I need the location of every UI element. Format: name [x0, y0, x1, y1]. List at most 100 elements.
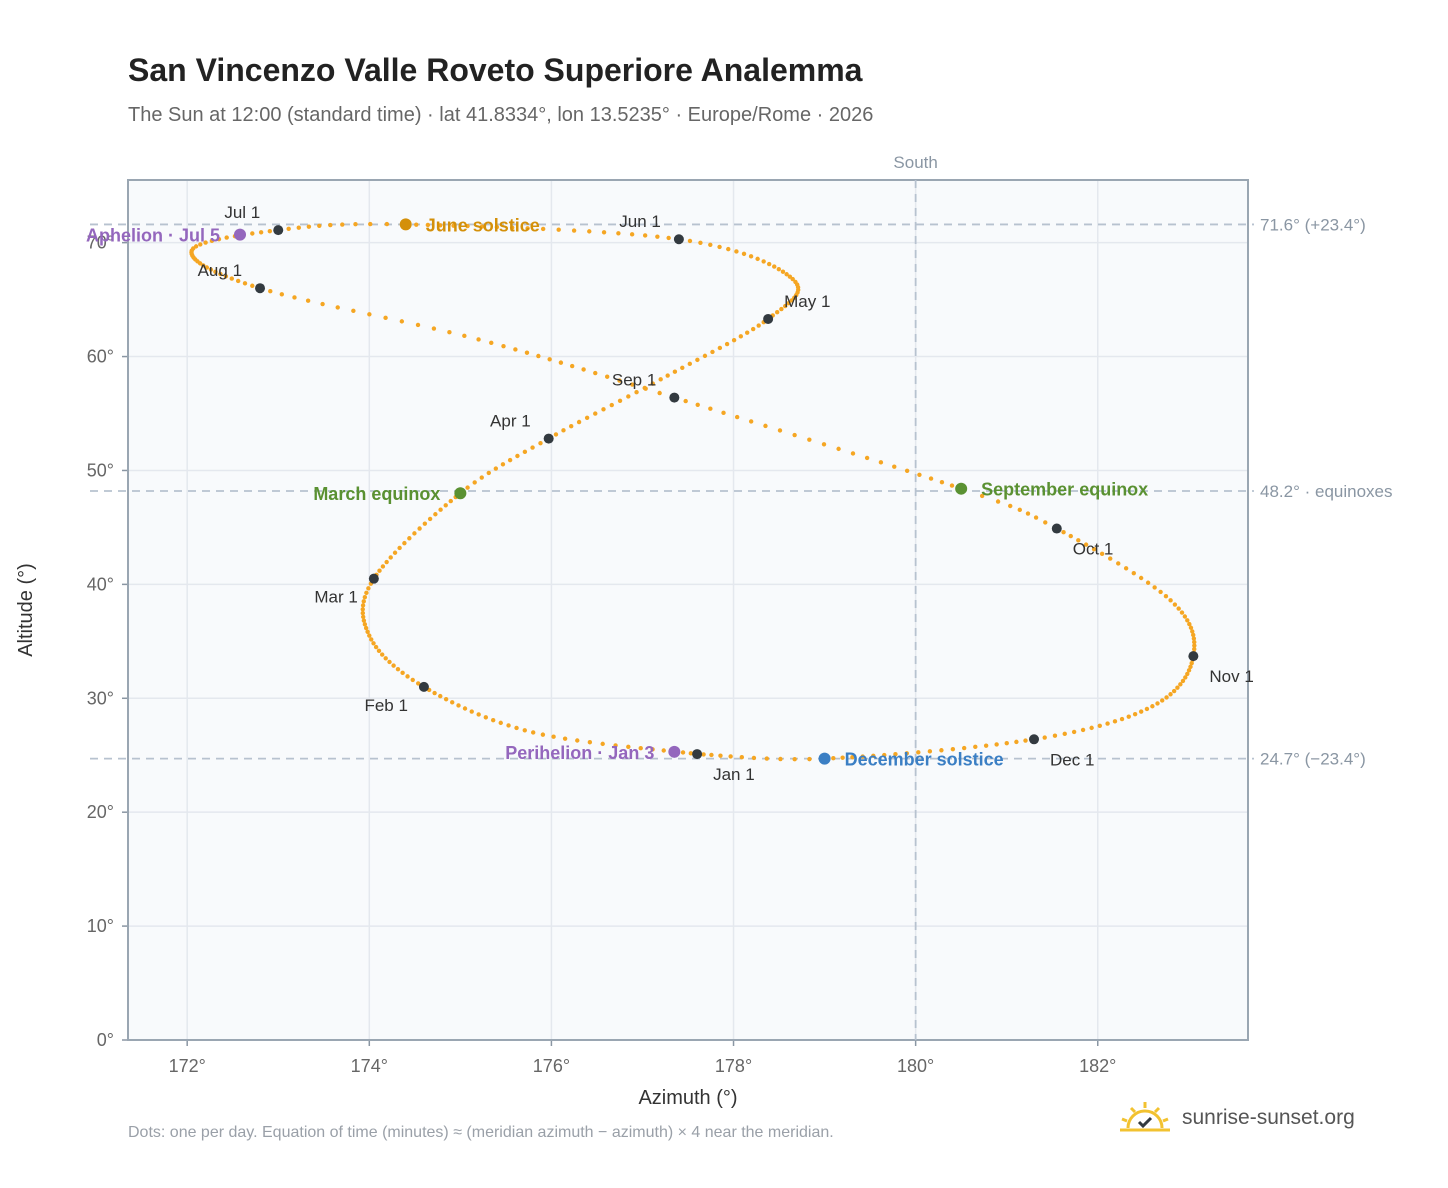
daily-sun-dot: [490, 717, 496, 723]
daily-sun-dot: [229, 276, 234, 281]
daily-sun-dot: [383, 656, 388, 661]
daily-sun-dot: [831, 756, 836, 761]
daily-sun-dot: [629, 232, 635, 237]
daily-sun-dot: [462, 706, 468, 711]
daily-sun-dot: [561, 428, 566, 433]
event-marker: [818, 752, 831, 765]
chart-title: San Vincenzo Valle Roveto Superiore Anal…: [128, 52, 863, 88]
daily-sun-dot: [531, 730, 536, 735]
brand-logo[interactable]: sunrise-sunset.org: [1118, 1100, 1355, 1136]
daily-sun-dot: [438, 223, 443, 228]
daily-sun-dot: [433, 512, 438, 517]
daily-sun-dot: [751, 755, 757, 761]
daily-sun-dot: [717, 345, 723, 351]
daily-sun-dot: [479, 475, 484, 480]
daily-sun-dot: [320, 301, 325, 307]
daily-sun-dot: [1126, 714, 1131, 719]
daily-sun-dot: [1132, 711, 1138, 717]
month-label: Dec 1: [1050, 750, 1094, 769]
daily-sun-dot: [882, 752, 887, 758]
daily-sun-dot: [450, 700, 455, 705]
daily-sun-dot: [365, 629, 370, 635]
daily-sun-dot: [726, 246, 731, 252]
x-tick-label: 182°: [1079, 1056, 1116, 1076]
daily-sun-dot: [1164, 695, 1169, 700]
daily-sun-dot: [584, 415, 590, 420]
daily-sun-dot: [328, 222, 333, 228]
daily-sun-dot: [213, 269, 218, 275]
daily-sun-dot: [961, 745, 967, 751]
daily-sun-dot: [609, 402, 614, 408]
daily-sun-dot: [1119, 716, 1125, 722]
daily-sun-dot: [1062, 731, 1067, 737]
month-marker: [669, 392, 680, 403]
daily-sun-dot: [695, 357, 700, 363]
daily-sun-dot: [741, 251, 747, 257]
month-marker: [368, 573, 379, 584]
daily-sun-dot: [688, 751, 694, 756]
daily-sun-dot: [558, 360, 564, 365]
daily-sun-dot: [1178, 682, 1183, 687]
daily-sun-dot: [443, 697, 449, 702]
daily-sun-dot: [1160, 698, 1165, 703]
daily-sun-dot: [1061, 529, 1066, 535]
month-marker: [692, 749, 703, 760]
daily-sun-dot: [734, 414, 740, 420]
daily-sun-dot: [361, 618, 367, 623]
daily-sun-dot: [216, 236, 222, 242]
daily-sun-dot: [377, 568, 382, 573]
daily-sun-dot: [397, 545, 402, 551]
daily-sun-dot: [666, 235, 671, 241]
plot-border: [127, 179, 1249, 1041]
daily-sun-dot: [384, 221, 390, 227]
daily-sun-dot: [1043, 520, 1048, 525]
event-label: December solstice: [845, 750, 1004, 770]
daily-sun-dot: [878, 460, 884, 465]
daily-sun-dot: [708, 406, 713, 411]
daily-sun-dot: [939, 748, 944, 753]
daily-sun-dot: [683, 398, 688, 404]
daily-sun-dot: [509, 225, 515, 230]
daily-sun-dot: [721, 410, 726, 416]
daily-sun-dot: [367, 633, 372, 638]
daily-sun-dot: [1108, 556, 1113, 561]
daily-sun-dot: [412, 531, 417, 536]
daily-sun-dot: [540, 226, 546, 232]
daily-sun-dot: [1023, 738, 1028, 743]
daily-sun-dot: [415, 322, 421, 328]
daily-sun-dot: [864, 455, 870, 461]
daily-sun-dot: [422, 521, 428, 526]
daily-sun-dot: [410, 677, 415, 683]
daily-sun-dot: [296, 225, 301, 230]
daily-sun-dot: [279, 292, 285, 297]
daily-sun-dot: [840, 755, 845, 760]
daily-sun-dot: [1158, 589, 1163, 595]
daily-sun-dot: [750, 326, 756, 332]
daily-sun-dot: [783, 303, 788, 309]
daily-sun-dot: [462, 333, 467, 339]
daily-sun-dot: [536, 353, 541, 359]
daily-sun-dot: [361, 599, 366, 604]
daily-sun-dot: [201, 263, 206, 268]
daily-sun-dot: [1025, 511, 1031, 516]
daily-sun-dot: [634, 389, 639, 395]
month-marker: [543, 433, 554, 444]
daily-sun-dot: [387, 659, 392, 665]
daily-sun-dot: [850, 754, 855, 760]
daily-sun-dot: [489, 340, 494, 346]
daily-sun-dot: [1168, 692, 1173, 697]
daily-sun-dot: [197, 261, 203, 266]
daily-sun-dot: [698, 240, 703, 245]
daily-sun-dot: [208, 267, 214, 272]
daily-sun-dot: [616, 231, 621, 236]
daily-sun-dot: [601, 407, 606, 412]
daily-sun-dot: [373, 644, 379, 650]
daily-sun-dot: [1188, 664, 1193, 669]
daily-sun-dot: [593, 411, 598, 416]
daily-sun-dot: [414, 222, 419, 227]
month-marker: [255, 283, 266, 294]
daily-sun-dot: [1145, 580, 1151, 585]
daily-sun-dot: [950, 746, 956, 752]
daily-sun-dot: [708, 242, 713, 247]
event-marker: [454, 487, 467, 500]
